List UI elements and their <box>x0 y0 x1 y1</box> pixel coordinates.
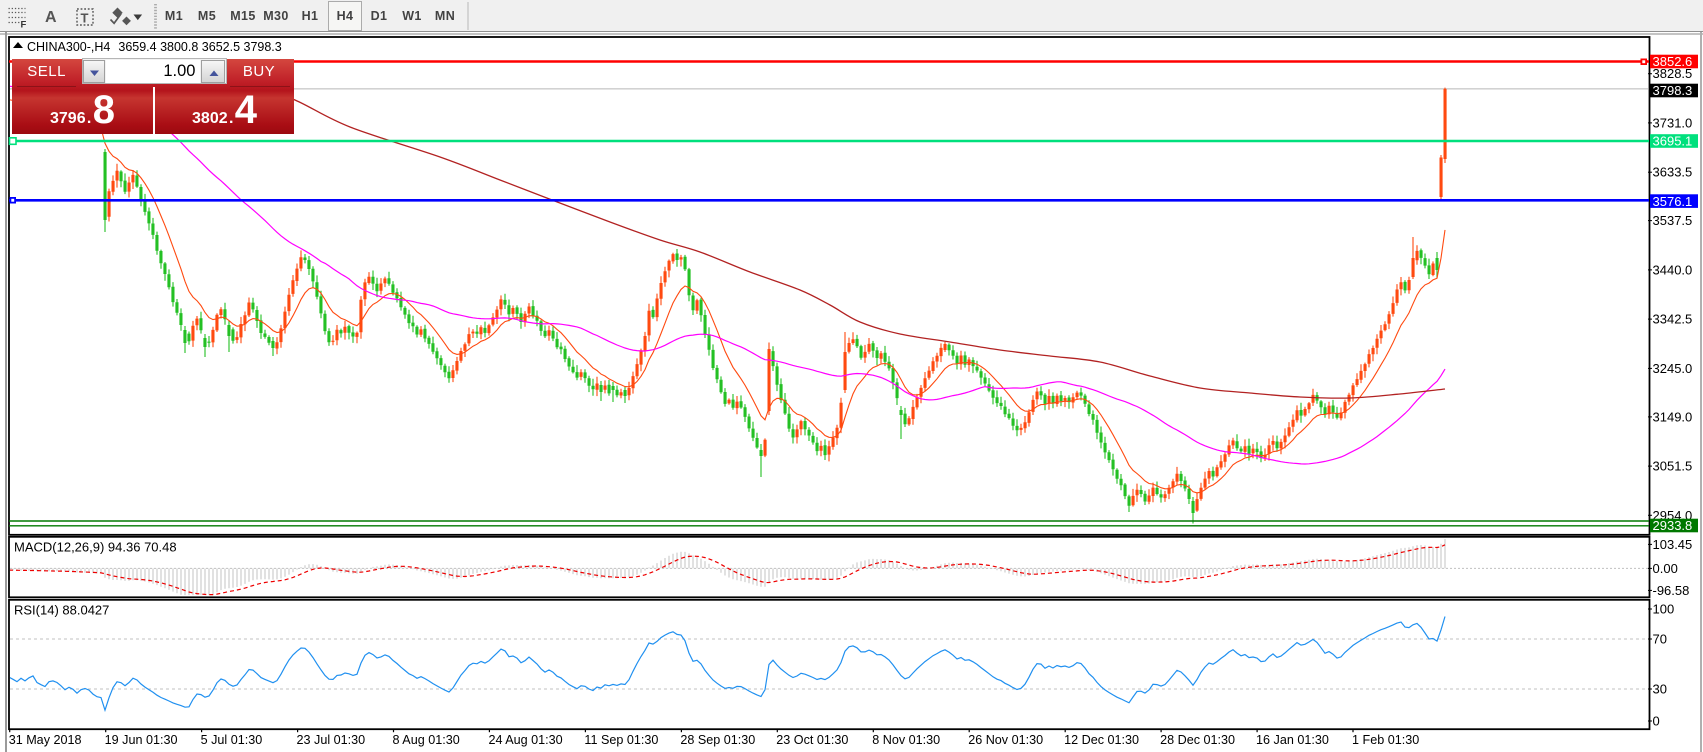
svg-text:28 Sep 01:30: 28 Sep 01:30 <box>680 733 755 747</box>
svg-text:A: A <box>45 9 57 26</box>
svg-text:3051.5: 3051.5 <box>1653 459 1693 474</box>
svg-text:F: F <box>21 20 27 31</box>
svg-text:3695.1: 3695.1 <box>1653 134 1693 149</box>
svg-text:0.00: 0.00 <box>1653 561 1678 576</box>
svg-text:3633.5: 3633.5 <box>1653 165 1693 180</box>
svg-text:3731.0: 3731.0 <box>1653 115 1693 130</box>
svg-text:30: 30 <box>1653 682 1667 697</box>
svg-text:3537.5: 3537.5 <box>1653 213 1693 228</box>
svg-text:12 Dec 01:30: 12 Dec 01:30 <box>1064 733 1139 747</box>
svg-text:31 May 2018: 31 May 2018 <box>9 733 82 747</box>
svg-text:3828.5: 3828.5 <box>1653 66 1693 81</box>
svg-text:RSI(14) 88.0427: RSI(14) 88.0427 <box>14 603 109 618</box>
svg-text:70: 70 <box>1653 632 1667 647</box>
svg-text:11 Sep 01:30: 11 Sep 01:30 <box>584 733 658 747</box>
svg-text:28 Dec 01:30: 28 Dec 01:30 <box>1160 733 1235 747</box>
svg-text:3852.6: 3852.6 <box>1653 54 1693 69</box>
svg-text:24 Aug 01:30: 24 Aug 01:30 <box>488 733 562 747</box>
svg-text:5 Jul 01:30: 5 Jul 01:30 <box>201 733 263 747</box>
svg-text:19 Jun 01:30: 19 Jun 01:30 <box>105 733 178 747</box>
svg-text:23 Oct 01:30: 23 Oct 01:30 <box>776 733 848 747</box>
svg-text:T: T <box>81 10 89 25</box>
svg-text:103.45: 103.45 <box>1653 537 1693 552</box>
svg-text:16 Jan 01:30: 16 Jan 01:30 <box>1256 733 1329 747</box>
svg-text:3576.1: 3576.1 <box>1653 194 1693 209</box>
svg-text:26 Nov 01:30: 26 Nov 01:30 <box>968 733 1043 747</box>
svg-text:3149.0: 3149.0 <box>1653 409 1693 424</box>
svg-text:100: 100 <box>1653 602 1675 617</box>
svg-text:3440.0: 3440.0 <box>1653 262 1693 277</box>
svg-text:2933.8: 2933.8 <box>1653 518 1693 533</box>
svg-text:3245.0: 3245.0 <box>1653 361 1693 376</box>
svg-text:MACD(12,26,9) 94.36 70.48: MACD(12,26,9) 94.36 70.48 <box>14 540 177 555</box>
svg-text:1 Feb 01:30: 1 Feb 01:30 <box>1352 733 1419 747</box>
svg-text:0: 0 <box>1653 714 1660 729</box>
svg-text:3798.3: 3798.3 <box>1653 83 1693 98</box>
svg-text:8 Nov 01:30: 8 Nov 01:30 <box>872 733 940 747</box>
svg-text:8 Aug 01:30: 8 Aug 01:30 <box>393 733 460 747</box>
svg-text:23 Jul 01:30: 23 Jul 01:30 <box>297 733 366 747</box>
svg-text:3342.5: 3342.5 <box>1653 312 1693 327</box>
svg-text:-96.58: -96.58 <box>1653 583 1690 598</box>
